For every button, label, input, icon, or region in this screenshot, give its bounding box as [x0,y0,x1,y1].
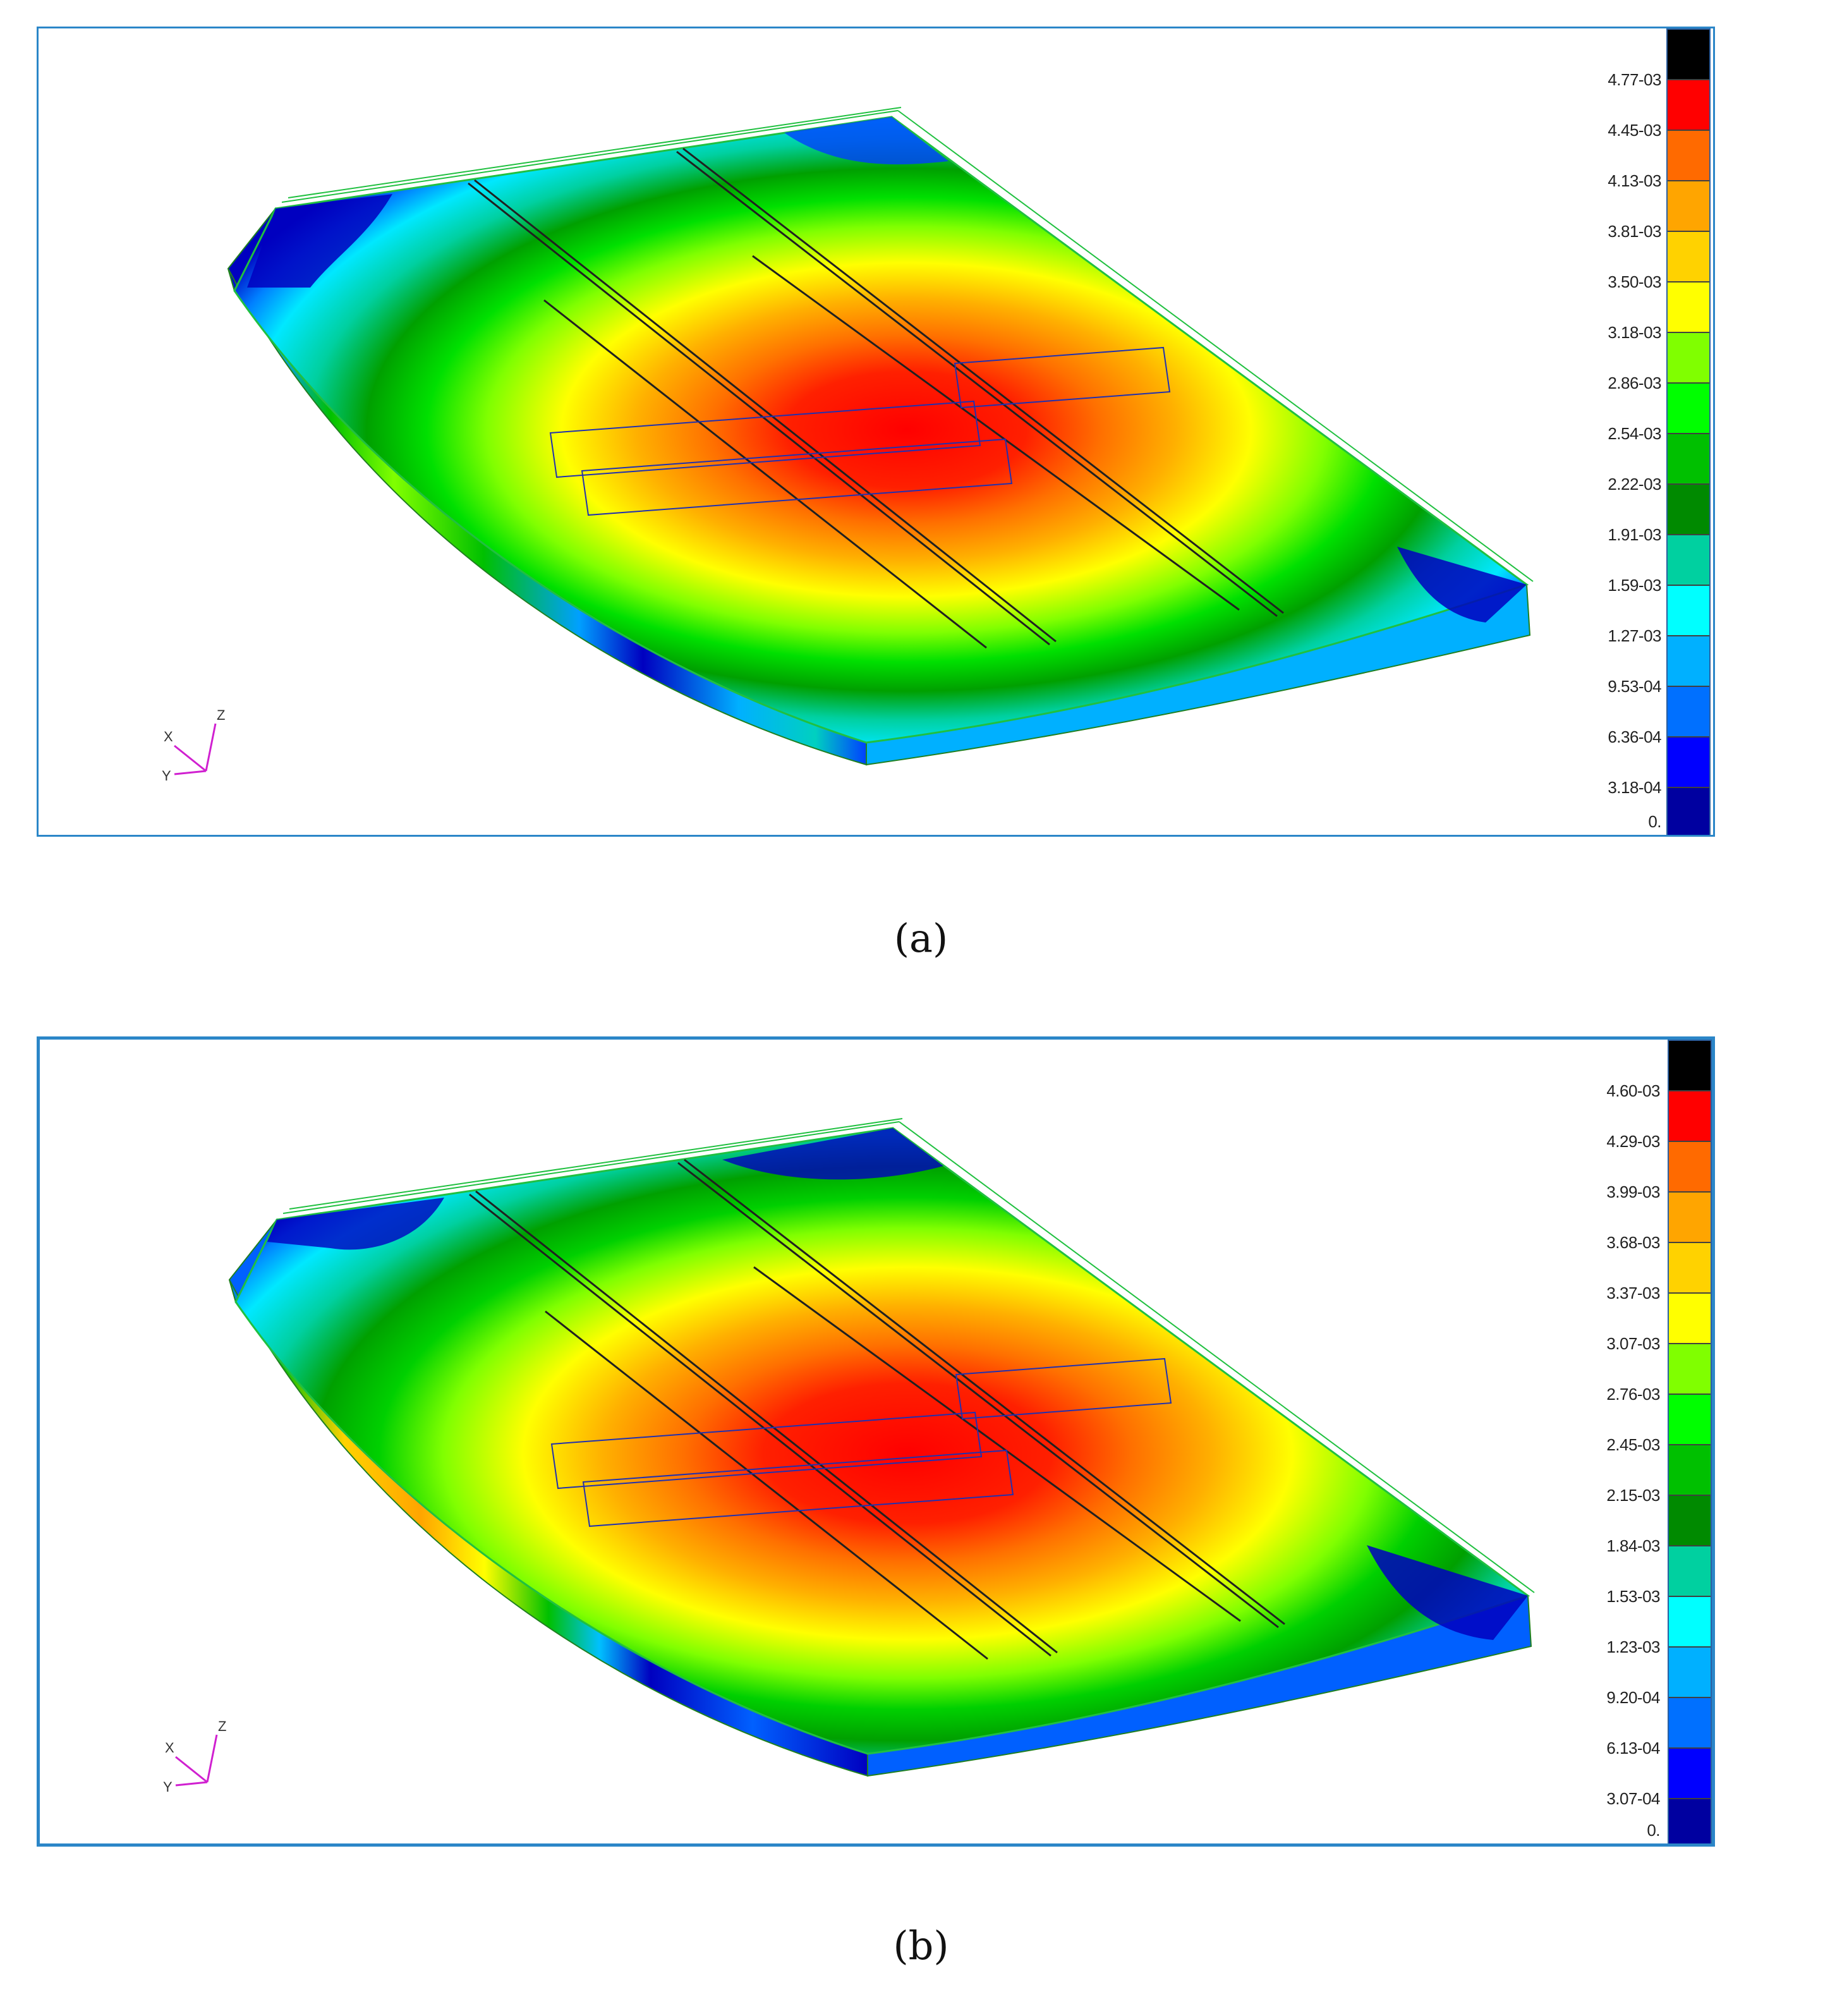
legend-swatch [1668,738,1709,788]
legend-label: 2.15-03 [1606,1486,1660,1505]
legend-swatch [1669,1193,1711,1243]
legend-label: 6.36-04 [1608,727,1661,746]
legend-label: 9.53-04 [1608,677,1661,696]
legend-label: 4.13-03 [1608,171,1661,190]
axis-label-x: X [165,1740,174,1756]
legend-label: 3.37-03 [1606,1284,1660,1303]
legend-swatch [1668,384,1709,434]
legend-swatch [1669,1294,1711,1344]
axis-label-z: Z [218,1718,226,1734]
legend-label: 2.76-03 [1606,1385,1660,1404]
legend-swatch [1668,636,1709,687]
contour-plot-panel-b: X Y Z 4.60-03 4.29-03 3.99-03 3.68-03 3.… [37,1036,1715,1847]
legend-label: 3.18-03 [1608,323,1661,342]
legend-swatch [1669,1546,1711,1597]
legend-swatch [1668,788,1709,835]
legend-label: 3.99-03 [1606,1182,1660,1201]
legend-label: 4.45-03 [1608,121,1661,140]
legend-swatch [1669,1142,1711,1193]
legend-swatch [1668,80,1709,131]
legend-swatch [1668,131,1709,181]
legend-label: 4.29-03 [1606,1132,1660,1151]
legend-label: 2.22-03 [1608,475,1661,494]
color-legend-bar-a [1666,28,1711,835]
legend-label: 1.23-03 [1606,1637,1660,1656]
legend-label: 1.91-03 [1608,525,1661,544]
coordinate-triad-a: X Y Z [162,707,225,784]
legend-swatch [1669,1597,1711,1648]
legend-swatch [1669,1395,1711,1445]
legend-swatch [1669,1091,1711,1142]
legend-swatch [1668,485,1709,535]
legend-label: 3.07-04 [1606,1789,1660,1808]
legend-swatch [1669,1496,1711,1546]
legend-swatch [1668,586,1709,636]
legend-swatch [1669,1698,1711,1749]
legend-label: 1.53-03 [1606,1587,1660,1606]
legend-label: 4.77-03 [1608,70,1661,89]
legend-label: 1.84-03 [1606,1536,1660,1555]
legend-swatch [1669,1799,1711,1843]
legend-swatch [1668,282,1709,333]
legend-label: 0. [1647,1821,1660,1840]
contour-plot-panel-a: X Y Z 4.77-03 4.45-03 4.13-03 3.81-03 3.… [37,27,1715,837]
legend-label: 2.54-03 [1608,424,1661,443]
legend-label: 2.45-03 [1606,1435,1660,1454]
legend-label: 6.13-04 [1606,1739,1660,1758]
legend-label: 9.20-04 [1606,1688,1660,1707]
legend-label: 3.81-03 [1608,222,1661,241]
legend-swatch [1668,687,1709,738]
legend-label: 0. [1648,812,1661,831]
legend-label: 4.60-03 [1606,1081,1660,1100]
deformed-plate-model-b: X Y Z [163,1118,1535,1795]
legend-swatch [1669,1445,1711,1496]
deformed-plate-model-a: X Y Z [162,107,1534,784]
legend-swatch [1668,434,1709,485]
legend-label: 3.68-03 [1606,1233,1660,1252]
axis-label-y: Y [163,1779,173,1795]
legend-label: 3.50-03 [1608,272,1661,291]
legend-label: 1.27-03 [1608,626,1661,645]
legend-label: 1.59-03 [1608,576,1661,595]
axis-label-x: X [164,729,173,744]
color-legend-bar-b [1668,1040,1712,1843]
legend-swatch [1668,333,1709,384]
legend-swatch [1669,1648,1711,1698]
figure-caption-a: (a) [894,915,948,961]
legend-swatch [1668,535,1709,586]
legend-swatch [1669,1344,1711,1395]
axis-label-z: Z [217,707,225,723]
legend-label: 3.18-04 [1608,778,1661,797]
legend-swatch [1669,1243,1711,1294]
coordinate-triad-b: X Y Z [163,1718,226,1795]
legend-swatch [1668,30,1709,80]
legend-swatch [1669,1041,1711,1091]
legend-swatch [1669,1749,1711,1799]
legend-label: 2.86-03 [1608,373,1661,392]
legend-label: 3.07-03 [1606,1334,1660,1353]
legend-swatch [1668,181,1709,232]
figure-caption-b: (b) [893,1922,949,1969]
axis-label-y: Y [162,768,171,784]
legend-swatch [1668,232,1709,282]
